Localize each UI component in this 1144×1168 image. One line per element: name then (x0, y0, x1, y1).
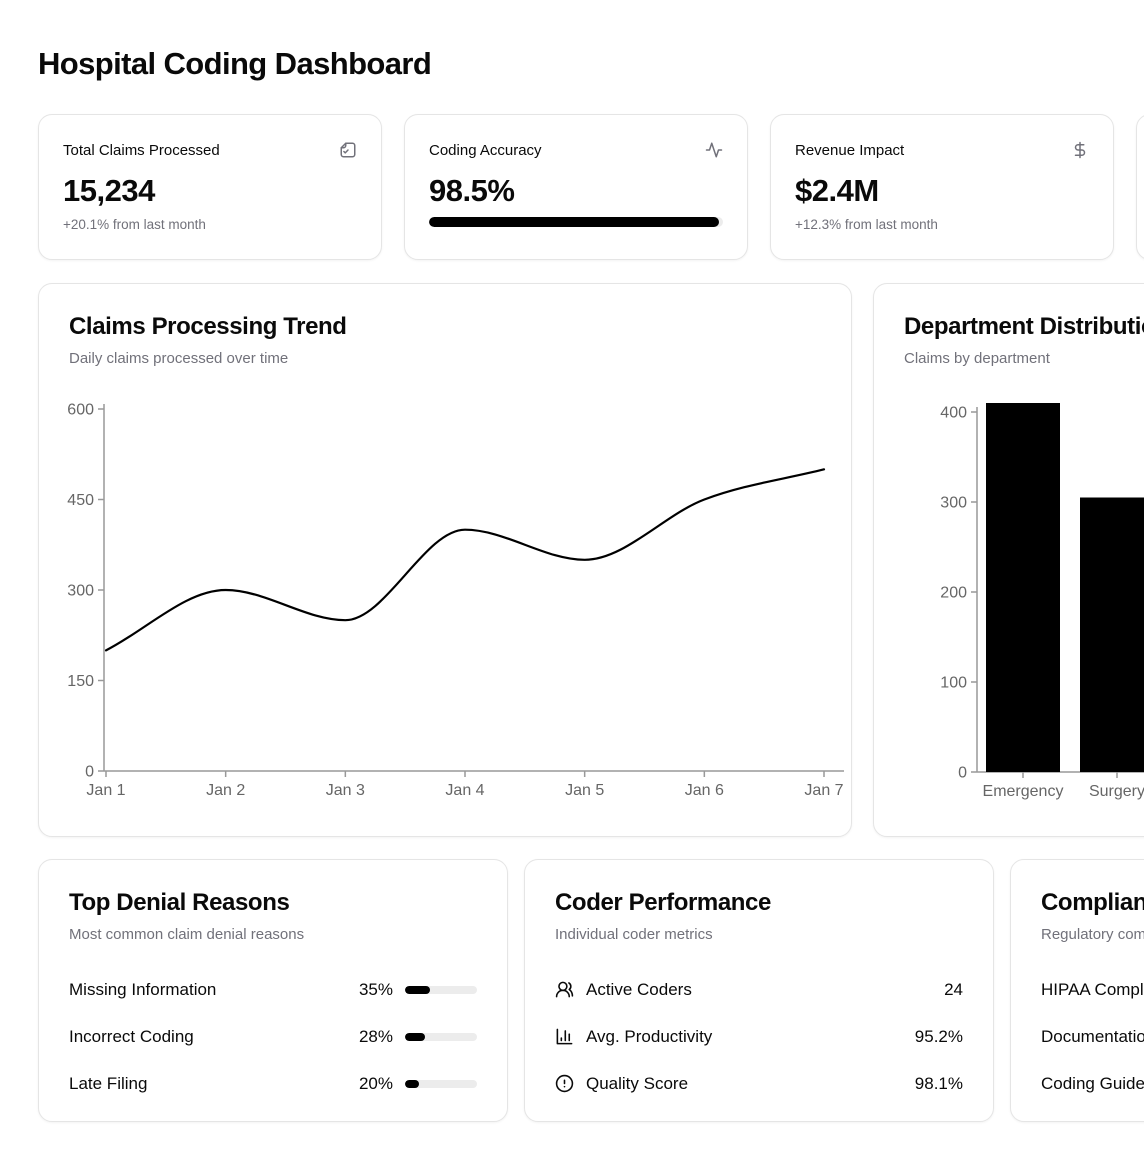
coder-metric-label: Quality Score (586, 1073, 689, 1093)
card-subtitle: Regulatory compliance metrics (1041, 926, 1144, 943)
compliance-row: Documentation (1041, 1013, 1144, 1060)
stat-value: 98.5% (429, 173, 515, 208)
stat-card-total-claims: Total Claims Processed 15,234 +20.1% fro… (38, 114, 382, 260)
stat-value: 15,234 (63, 173, 155, 208)
chart-subtitle: Claims by department (904, 350, 1050, 367)
stat-card-coding-accuracy: Coding Accuracy 98.5% (404, 114, 748, 260)
coder-metric-label: Avg. Productivity (586, 1026, 713, 1046)
denial-pct: 28% (358, 1026, 393, 1046)
svg-text:Jan 1: Jan 1 (86, 782, 125, 799)
svg-text:400: 400 (940, 405, 967, 422)
claims-trend-card: Claims Processing Trend Daily claims pro… (38, 283, 852, 837)
compliance-status-card: Compliance Status Regulatory compliance … (1010, 859, 1144, 1122)
charts-row: Claims Processing Trend Daily claims pro… (38, 283, 1144, 837)
stat-change: +20.1% from last month (63, 217, 206, 232)
card-title: Compliance Status (1041, 889, 1144, 916)
users-icon (555, 980, 574, 999)
denial-reason-label: Missing Information (69, 979, 217, 999)
svg-text:300: 300 (67, 583, 94, 600)
compliance-label: HIPAA Compliance (1041, 979, 1144, 999)
stat-change: +12.3% from last month (795, 217, 938, 232)
card-title: Coder Performance (555, 889, 771, 916)
compliance-label: Documentation (1041, 1026, 1144, 1046)
svg-text:450: 450 (67, 492, 94, 509)
denial-row: Late Filing 20% (69, 1060, 477, 1107)
svg-text:Jan 3: Jan 3 (326, 782, 365, 799)
accuracy-progress-fill (429, 217, 719, 227)
file-check-icon (339, 141, 357, 159)
coder-metric-value: 24 (944, 979, 963, 999)
denial-row: Missing Information 35% (69, 966, 477, 1013)
svg-text:300: 300 (940, 495, 967, 512)
chart-title: Claims Processing Trend (69, 313, 347, 340)
denial-reason-label: Late Filing (69, 1073, 148, 1093)
coder-metric-value: 95.2% (914, 1026, 963, 1046)
stat-cards-row: Total Claims Processed 15,234 +20.1% fro… (38, 114, 1144, 260)
denial-pct: 20% (358, 1073, 393, 1093)
svg-text:150: 150 (67, 673, 94, 690)
card-subtitle: Most common claim denial reasons (69, 926, 305, 943)
denial-progress-track (405, 985, 477, 994)
svg-text:Jan 4: Jan 4 (445, 782, 484, 799)
line-chart-svg: 0 150 300 450 600 Jan 1 Jan 2 Jan 3 Jan 4 Jan 5 Ja… (67, 402, 844, 799)
svg-text:Surgery: Surgery (1089, 783, 1144, 800)
bottom-cards-row: Top Denial Reasons Most common claim den… (38, 859, 1144, 1122)
department-distribution-card: Department Distribution Claims by depart… (873, 283, 1144, 837)
svg-text:0: 0 (958, 765, 967, 782)
card-title: Top Denial Reasons (69, 889, 290, 916)
svg-text:Emergency: Emergency (983, 783, 1064, 800)
denial-progress-fill (405, 1032, 426, 1041)
svg-text:Jan 5: Jan 5 (565, 782, 604, 799)
coder-metric-row: Avg. Productivity 95.2% (555, 1013, 963, 1060)
coder-metric-label: Active Coders (586, 979, 692, 999)
stat-card-revenue-impact: Revenue Impact $2.4M +12.3% from last mo… (770, 114, 1114, 260)
accuracy-progress-track (429, 217, 723, 227)
coder-performance-card: Coder Performance Individual coder metri… (524, 859, 994, 1122)
dollar-icon (1071, 141, 1089, 159)
denial-pct: 35% (358, 979, 393, 999)
svg-text:Jan 6: Jan 6 (685, 782, 724, 799)
stat-label: Total Claims Processed (63, 141, 220, 159)
denial-progress-fill (405, 985, 431, 994)
page-title: Hospital Coding Dashboard (38, 46, 432, 81)
chart-title: Department Distribution (904, 313, 1144, 340)
svg-text:600: 600 (67, 402, 94, 419)
stat-value: $2.4M (795, 173, 879, 208)
stat-label: Coding Accuracy (429, 141, 542, 159)
svg-text:Jan 7: Jan 7 (804, 782, 843, 799)
bar-chart-svg: 0 100 200 300 400 Emergency Surgery (940, 403, 1144, 800)
denial-progress-fill (405, 1079, 420, 1088)
department-bar-chart: 0 100 200 300 400 Emergency Surgery (904, 388, 1144, 808)
chart-subtitle: Daily claims processed over time (69, 350, 289, 367)
alert-circle-icon (555, 1074, 574, 1093)
svg-text:100: 100 (940, 675, 967, 692)
svg-text:Jan 2: Jan 2 (206, 782, 245, 799)
denial-progress-track (405, 1032, 477, 1041)
denial-reason-label: Incorrect Coding (69, 1026, 194, 1046)
svg-text:0: 0 (85, 764, 94, 781)
denial-row: Incorrect Coding 28% (69, 1013, 477, 1060)
svg-text:200: 200 (940, 585, 967, 602)
denial-progress-track (405, 1079, 477, 1088)
coder-metric-row: Active Coders 24 (555, 966, 963, 1013)
compliance-row: Coding Guidelines (1041, 1060, 1144, 1107)
bar-chart-icon (555, 1027, 574, 1046)
activity-icon (705, 141, 723, 159)
compliance-row: HIPAA Compliance (1041, 966, 1144, 1013)
claims-trend-chart: 0 150 300 450 600 Jan 1 Jan 2 Jan 3 Jan 4 Jan 5 Ja… (67, 388, 844, 808)
card-subtitle: Individual coder metrics (555, 926, 713, 943)
stat-label: Revenue Impact (795, 141, 905, 159)
coder-metric-value: 98.1% (914, 1073, 963, 1093)
top-denial-reasons-card: Top Denial Reasons Most common claim den… (38, 859, 508, 1122)
coder-metric-row: Quality Score 98.1% (555, 1060, 963, 1107)
compliance-label: Coding Guidelines (1041, 1073, 1144, 1093)
stat-card-clipped (1136, 114, 1144, 260)
